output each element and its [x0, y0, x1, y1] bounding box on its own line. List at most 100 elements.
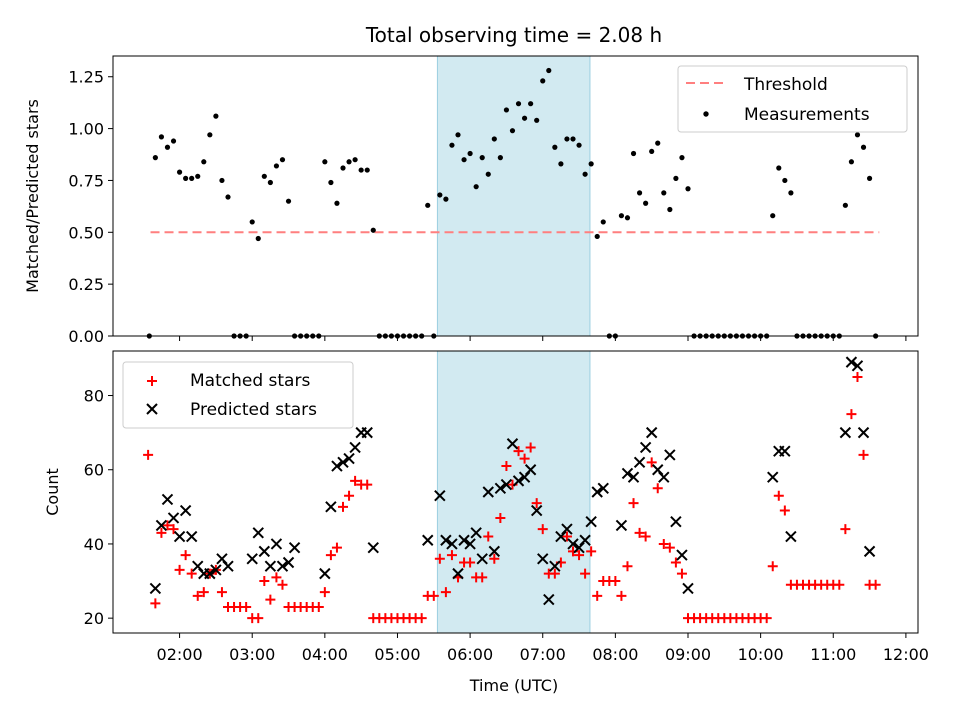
matched-star-marker	[640, 531, 651, 542]
predicted-star-marker	[645, 426, 658, 439]
predicted-star-marker	[863, 545, 876, 558]
matched-star-marker	[143, 449, 154, 460]
predicted-star-marker	[494, 482, 507, 494]
measurement-point	[352, 157, 358, 163]
top-legend: Threshold Measurements	[677, 65, 908, 133]
measurement-point	[255, 235, 261, 242]
predicted-star-marker	[349, 441, 361, 454]
predicted-star-marker	[367, 541, 379, 554]
matched-star-marker	[761, 613, 772, 624]
x-tick-label: 11:00	[810, 645, 856, 664]
matched-star-marker	[489, 553, 500, 564]
predicted-star-marker	[361, 426, 373, 439]
predicted-star-marker	[149, 582, 162, 595]
matched-star-marker	[265, 594, 276, 605]
measurement-point	[661, 190, 667, 196]
legend-predicted-swatch	[146, 403, 158, 415]
predicted-star-marker	[246, 553, 258, 565]
measurement-point	[564, 136, 570, 142]
matched-star-marker	[561, 531, 572, 542]
predicted-star-marker	[325, 501, 337, 513]
measurement-point	[655, 140, 661, 146]
measurement-point	[788, 190, 794, 196]
matched-star-marker	[483, 531, 494, 542]
measurement-point	[183, 175, 189, 181]
predicted-star-marker	[422, 534, 434, 546]
predicted-star-marker	[179, 504, 192, 517]
measurement-point	[854, 132, 861, 138]
predicted-star-marker	[512, 475, 525, 487]
measurement-point	[479, 155, 485, 161]
matched-star-marker	[168, 524, 179, 535]
measurement-point	[152, 155, 158, 161]
matched-star-marker	[253, 613, 264, 624]
x-tick-label: 12:00	[883, 645, 929, 664]
measurement-point	[594, 233, 600, 240]
predicted-star-marker	[452, 567, 464, 580]
top-panel: Total observing time = 2.08 h 0.000.250.…	[23, 23, 919, 346]
matched-star-marker	[271, 572, 282, 583]
predicted-star-marker	[185, 530, 198, 543]
measurement-point	[219, 177, 225, 184]
predicted-star-marker	[210, 564, 222, 576]
predicted-star-marker	[615, 519, 628, 532]
top-x-ticks	[179, 336, 907, 341]
matched-star-marker	[779, 505, 790, 516]
matched-star-marker	[156, 527, 167, 538]
matched-star-marker	[658, 538, 669, 549]
legend-measurements-swatch	[703, 111, 709, 117]
matched-star-marker	[428, 590, 439, 601]
matched-star-marker	[628, 498, 639, 509]
matched-star-marker	[446, 550, 457, 561]
predicted-star-marker	[161, 493, 174, 506]
predicted-star-marker	[319, 567, 331, 580]
measurement-point	[273, 163, 280, 169]
measurement-point	[358, 167, 364, 173]
x-tick-label: 05:00	[374, 645, 420, 664]
measurement-point	[776, 165, 782, 171]
matched-star-marker	[150, 598, 161, 609]
matched-star-marker	[338, 501, 348, 512]
predicted-star-marker	[767, 471, 779, 483]
measurement-point	[600, 219, 606, 225]
measurement-point	[158, 134, 165, 140]
matched-star-marker	[652, 483, 663, 494]
matched-star-marker	[259, 576, 270, 587]
predicted-star-marker	[252, 527, 264, 539]
matched-star-marker	[416, 613, 427, 624]
predicted-star-marker	[682, 582, 694, 595]
matched-star-marker	[646, 457, 657, 468]
measurement-point	[649, 148, 655, 155]
matched-star-marker	[162, 520, 173, 531]
matched-star-marker	[610, 576, 621, 587]
legend-matched-label: Matched stars	[190, 371, 310, 391]
measurement-point	[521, 115, 528, 121]
measurement-point	[340, 165, 346, 171]
measurement-point	[866, 175, 873, 181]
matched-star-marker	[440, 587, 451, 598]
predicted-star-marker	[567, 538, 579, 550]
predicted-star-marker	[482, 486, 494, 498]
measurement-point	[624, 215, 631, 221]
measurement-point	[528, 101, 534, 107]
legend-matched-swatch	[147, 376, 157, 386]
predicted-star-marker	[621, 467, 634, 480]
legend-threshold-label: Threshold	[743, 75, 828, 95]
matched-star-marker	[676, 568, 687, 579]
predicted-star-marker	[785, 530, 797, 543]
measurement-point	[328, 179, 334, 186]
measurement-point	[437, 192, 443, 198]
measurement-point	[860, 144, 867, 150]
y-tick-label: 1.00	[68, 120, 104, 139]
predicted-star-marker	[464, 538, 476, 550]
bottom-legend-box	[122, 361, 354, 429]
predicted-star-marker	[470, 527, 482, 539]
predicted-star-marker	[537, 553, 549, 565]
x-tick-label: 06:00	[447, 645, 493, 664]
predicted-star-marker	[857, 426, 870, 439]
predicted-star-marker	[639, 441, 652, 454]
predicted-star-marker	[530, 504, 543, 517]
measurement-point	[334, 200, 340, 206]
matched-star-marker	[525, 442, 536, 453]
measurement-point	[534, 117, 540, 123]
